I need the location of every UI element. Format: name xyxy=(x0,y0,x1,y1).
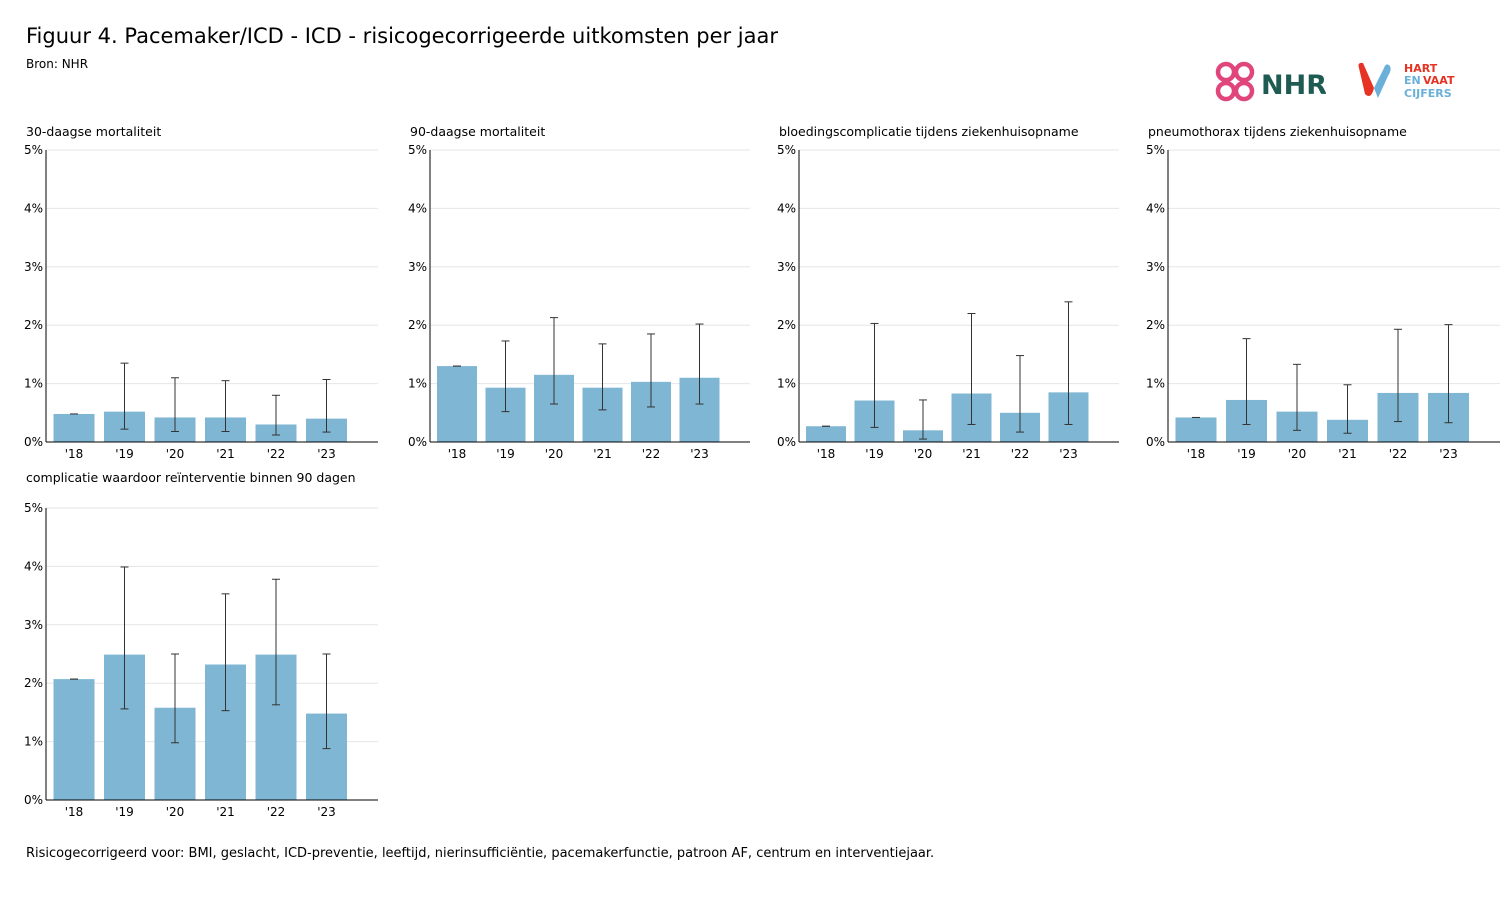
chart-panel-reintervention: complicatie waardoor reïnterventie binne… xyxy=(24,470,386,820)
x-tick-label: '18 xyxy=(448,447,467,461)
y-tick-label: 2% xyxy=(777,318,796,332)
y-tick-label: 4% xyxy=(777,201,796,215)
hartenvaat-word-en: EN xyxy=(1404,74,1421,87)
x-tick-label: '18 xyxy=(817,447,836,461)
figure-footnote: Risicogecorrigeerd voor: BMI, geslacht, … xyxy=(26,846,935,861)
hartenvaat-word-vaat: VAAT xyxy=(1423,74,1455,87)
bar xyxy=(806,426,846,442)
x-tick-label: '23 xyxy=(690,447,709,461)
figure-source: Bron: NHR xyxy=(26,57,89,71)
x-tick-label: '20 xyxy=(166,805,185,819)
y-tick-label: 5% xyxy=(1146,143,1165,157)
y-tick-label: 1% xyxy=(24,377,43,391)
y-tick-label: 0% xyxy=(1146,435,1165,449)
panel-title: bloedingscomplicatie tijdens ziekenhuiso… xyxy=(779,124,1079,139)
x-tick-label: '23 xyxy=(317,805,336,819)
x-tick-label: '21 xyxy=(593,447,612,461)
x-tick-label: '18 xyxy=(1187,447,1206,461)
hartenvaat-logo: HART EN VAAT CIJFERS xyxy=(1356,60,1471,104)
chart-panel-bleeding: bloedingscomplicatie tijdens ziekenhuiso… xyxy=(777,124,1119,469)
x-tick-label: '21 xyxy=(1338,447,1357,461)
chart-panel-90d-mortality: 90-daagse mortaliteit 0% 1% 2% 3% 4% 5% '18 '19… xyxy=(408,124,750,469)
y-tick-label: 2% xyxy=(1146,318,1165,332)
chart-svg: 0% 1% 2% 3% 4% 5% '18 '19 '20 '21 '22 '23 xyxy=(1146,143,1500,461)
x-tick-label: '18 xyxy=(65,447,84,461)
chart-svg: 0% 1% 2% 3% 4% 5% '18 '19 '20 '21 '22 '23 xyxy=(24,501,378,819)
bar xyxy=(53,413,95,442)
nhr-logo-mark: NHR xyxy=(1215,61,1327,102)
y-tick-label: 3% xyxy=(777,260,796,274)
chart-panel-30d-mortality: 30-daagse mortaliteit 0% 1% 2% 3% 4% 5% '18 '19… xyxy=(24,124,386,469)
x-tick-label: '19 xyxy=(115,447,134,461)
y-tick-label: 4% xyxy=(1146,201,1165,215)
chart-panel-pneumothorax: pneumothorax tijdens ziekenhuisopname 0%… xyxy=(1146,124,1500,469)
x-tick-label: '23 xyxy=(317,447,336,461)
x-tick-label: '21 xyxy=(216,447,235,461)
x-tick-label: '23 xyxy=(1439,447,1458,461)
y-tick-label: 2% xyxy=(408,318,427,332)
y-tick-label: 5% xyxy=(777,143,796,157)
y-tick-label: 4% xyxy=(24,559,43,573)
y-tick-label: 2% xyxy=(24,676,43,690)
y-tick-label: 3% xyxy=(1146,260,1165,274)
x-tick-label: '19 xyxy=(496,447,515,461)
y-tick-label: 1% xyxy=(1146,377,1165,391)
x-tick-label: '19 xyxy=(1237,447,1256,461)
x-tick-label: '22 xyxy=(267,447,286,461)
x-tick-label: '19 xyxy=(115,805,134,819)
y-tick-label: 0% xyxy=(408,435,427,449)
bar xyxy=(53,679,95,800)
y-tick-label: 5% xyxy=(24,501,43,515)
nhr-logo-text: NHR xyxy=(1261,70,1326,101)
chart-svg: 0% 1% 2% 3% 4% 5% '18 '19 '20 '21 '22 '23 xyxy=(408,143,750,461)
y-tick-label: 4% xyxy=(408,201,427,215)
y-tick-label: 5% xyxy=(24,143,43,157)
nhr-logo: NHR xyxy=(1214,60,1327,106)
y-tick-label: 1% xyxy=(408,377,427,391)
x-tick-label: '20 xyxy=(545,447,564,461)
x-tick-label: '22 xyxy=(642,447,661,461)
panel-title: pneumothorax tijdens ziekenhuisopname xyxy=(1148,124,1407,139)
y-tick-label: 5% xyxy=(408,143,427,157)
hartenvaat-logo-mark: HART EN VAAT CIJFERS xyxy=(1358,62,1455,100)
x-tick-label: '21 xyxy=(216,805,235,819)
y-tick-label: 0% xyxy=(24,435,43,449)
figure-title: Figuur 4. Pacemaker/ICD - ICD - risicoge… xyxy=(26,24,779,48)
hartenvaat-word-hart: HART xyxy=(1404,62,1438,75)
x-tick-label: '20 xyxy=(166,447,185,461)
x-tick-label: '18 xyxy=(65,805,84,819)
panel-title: 30-daagse mortaliteit xyxy=(26,124,162,139)
y-tick-label: 3% xyxy=(408,260,427,274)
y-tick-label: 1% xyxy=(24,735,43,749)
panel-title: 90-daagse mortaliteit xyxy=(410,124,546,139)
y-tick-label: 3% xyxy=(24,260,43,274)
x-tick-label: '22 xyxy=(1389,447,1408,461)
x-tick-label: '22 xyxy=(267,805,286,819)
y-tick-label: 0% xyxy=(777,435,796,449)
y-tick-label: 3% xyxy=(24,618,43,632)
hartenvaat-word-cijfers: CIJFERS xyxy=(1404,87,1452,100)
x-tick-label: '20 xyxy=(914,447,933,461)
y-tick-label: 1% xyxy=(777,377,796,391)
chart-svg: 0% 1% 2% 3% 4% 5% '18 '19 '20 '21 '22 '23 xyxy=(24,143,378,461)
x-tick-label: '19 xyxy=(865,447,884,461)
y-tick-label: 4% xyxy=(24,201,43,215)
x-tick-label: '23 xyxy=(1059,447,1078,461)
bar xyxy=(1175,417,1217,442)
y-tick-label: 2% xyxy=(24,318,43,332)
chart-svg: 0% 1% 2% 3% 4% 5% '18 '19 '20 '21 '22 '23 xyxy=(777,143,1119,461)
y-tick-label: 0% xyxy=(24,793,43,807)
x-tick-label: '20 xyxy=(1288,447,1307,461)
x-tick-label: '21 xyxy=(962,447,981,461)
bar xyxy=(437,366,477,442)
panel-title: complicatie waardoor reïnterventie binne… xyxy=(26,470,356,485)
x-tick-label: '22 xyxy=(1011,447,1030,461)
